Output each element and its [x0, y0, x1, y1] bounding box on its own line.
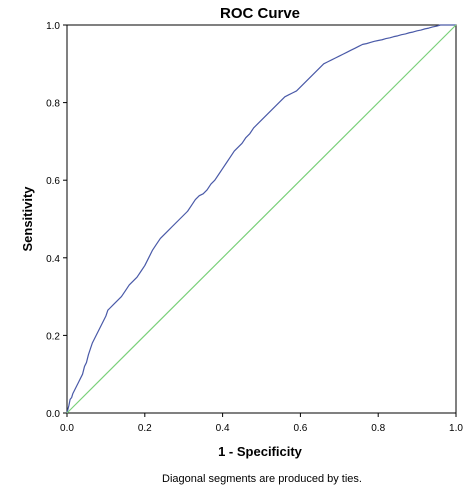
- series-layer: [66, 24, 457, 414]
- x-tick-label: 0.8: [371, 423, 385, 434]
- x-axis-label: 1 - Specificity: [218, 444, 303, 459]
- y-tick-label: 0.0: [46, 409, 60, 420]
- roc-curve-line: [66, 24, 456, 414]
- chart-title: ROC Curve: [220, 5, 300, 22]
- x-tick-label: 0.4: [216, 423, 230, 434]
- y-axis-ticks: 0.0 0.2 0.4 0.6 0.8 1.0: [46, 21, 67, 420]
- x-tick-label: 0.2: [138, 423, 152, 434]
- y-tick-label: 0.8: [46, 99, 60, 110]
- x-tick-label: 0.6: [293, 423, 307, 434]
- y-tick-label: 0.6: [46, 176, 60, 187]
- plot-frame: [66, 24, 457, 414]
- y-axis-label: Sensitivity: [20, 186, 35, 252]
- y-tick-label: 1.0: [46, 21, 60, 32]
- x-axis-ticks: 0.0 0.2 0.4 0.6 0.8 1.0: [60, 413, 463, 434]
- footnote: Diagonal segments are produced by ties.: [162, 473, 362, 485]
- y-tick-label: 0.4: [46, 254, 60, 265]
- x-tick-label: 1.0: [449, 423, 463, 434]
- reference-diagonal-line: [66, 24, 457, 414]
- x-tick-label: 0.0: [60, 423, 74, 434]
- y-tick-label: 0.2: [46, 331, 60, 342]
